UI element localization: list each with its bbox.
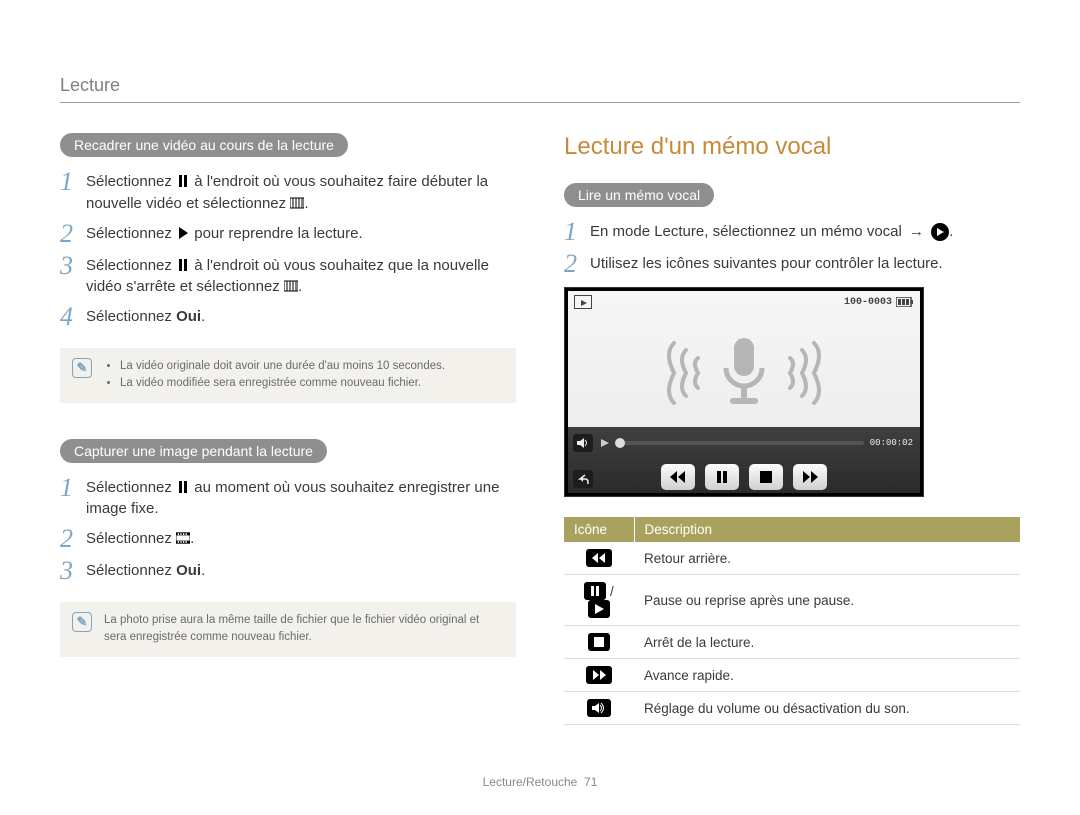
- step-text: Sélectionnez à l'endroit où vous souhait…: [86, 255, 516, 299]
- play-icon: [176, 226, 190, 240]
- device-screenshot: 100-0003: [564, 287, 924, 497]
- step-text: Sélectionnez pour reprendre la lecture.: [86, 223, 516, 245]
- table-row: Réglage du volume ou désactivation du so…: [564, 692, 1020, 725]
- list-item: 1 Sélectionnez à l'endroit où vous souha…: [60, 171, 516, 215]
- list-item: 1 En mode Lecture, sélectionnez un mémo …: [564, 221, 1020, 245]
- table-header-icon: Icône: [564, 517, 634, 542]
- play-icon: [595, 604, 604, 614]
- pause-icon: [176, 258, 190, 272]
- forward-icon: [591, 670, 607, 680]
- step-number: 4: [60, 304, 86, 330]
- step-text: Sélectionnez Oui.: [86, 560, 516, 582]
- section-pill-play-memo: Lire un mémo vocal: [564, 183, 714, 207]
- note-icon: ✎: [72, 358, 92, 378]
- volume-button[interactable]: [573, 434, 593, 452]
- progress-bar[interactable]: 00:00:02: [601, 438, 913, 448]
- note-item: La vidéo modifiée sera enregistrée comme…: [120, 375, 445, 392]
- stop-icon: [594, 637, 604, 647]
- right-column: Lecture d'un mémo vocal Lire un mémo voc…: [564, 133, 1020, 725]
- cut-icon: [290, 196, 304, 210]
- note-text: La photo prise aura la même taille de fi…: [104, 612, 504, 647]
- step-text: En mode Lecture, sélectionnez un mémo vo…: [590, 221, 1020, 243]
- speaker-icon: [592, 702, 606, 714]
- rewind-icon: [591, 553, 607, 563]
- table-row: Arrêt de la lecture.: [564, 626, 1020, 659]
- capture-frame-icon: [176, 531, 190, 545]
- icon-description-table: Icône Description Retour arrière. / Paus…: [564, 517, 1020, 725]
- table-header-desc: Description: [634, 517, 1020, 542]
- microphone-waves-icon: [634, 328, 854, 418]
- step-number: 1: [564, 219, 590, 245]
- cut-icon: [284, 279, 298, 293]
- trim-steps: 1 Sélectionnez à l'endroit où vous souha…: [60, 171, 516, 330]
- table-row: / Pause ou reprise après une pause.: [564, 575, 1020, 626]
- section-title: Lecture d'un mémo vocal: [564, 133, 1020, 161]
- left-column: Recadrer une vidéo au cours de la lectur…: [60, 133, 516, 725]
- table-row: Retour arrière.: [564, 542, 1020, 575]
- pause-icon: [716, 471, 728, 483]
- list-item: 4 Sélectionnez Oui.: [60, 306, 516, 330]
- table-cell: Pause ou reprise après une pause.: [634, 575, 1020, 626]
- play-circle-icon: [936, 228, 944, 236]
- capture-steps: 1 Sélectionnez au moment où vous souhait…: [60, 477, 516, 585]
- step-number: 3: [60, 253, 86, 279]
- battery-icon: [896, 297, 914, 307]
- step-text: Sélectionnez .: [86, 528, 516, 550]
- table-cell: Arrêt de la lecture.: [634, 626, 1020, 659]
- step-number: 2: [60, 526, 86, 552]
- table-cell: Retour arrière.: [634, 542, 1020, 575]
- speaker-icon: [577, 437, 589, 449]
- note-box: ✎ La photo prise aura la même taille de …: [60, 602, 516, 657]
- list-item: 3 Sélectionnez Oui.: [60, 560, 516, 584]
- list-item: 3 Sélectionnez à l'endroit où vous souha…: [60, 255, 516, 299]
- step-text: Sélectionnez au moment où vous souhaitez…: [86, 477, 516, 521]
- memo-steps: 1 En mode Lecture, sélectionnez un mémo …: [564, 221, 1020, 277]
- forward-icon: [801, 471, 819, 483]
- play-small-icon: [601, 439, 609, 447]
- step-number: 1: [60, 475, 86, 501]
- page-header: Lecture: [60, 75, 1020, 103]
- list-item: 2 Utilisez les icônes suivantes pour con…: [564, 253, 1020, 277]
- rewind-button[interactable]: [661, 464, 695, 490]
- step-text: Sélectionnez Oui.: [86, 306, 516, 328]
- elapsed-time: 00:00:02: [870, 438, 913, 448]
- list-item: 2 Sélectionnez .: [60, 528, 516, 552]
- playback-mode-icon: [574, 295, 592, 309]
- table-cell: Réglage du volume ou désactivation du so…: [634, 692, 1020, 725]
- stop-icon: [760, 471, 772, 483]
- section-pill-capture: Capturer une image pendant la lecture: [60, 439, 327, 463]
- step-number: 2: [60, 221, 86, 247]
- step-text: Sélectionnez à l'endroit où vous souhait…: [86, 171, 516, 215]
- pause-icon: [176, 174, 190, 188]
- list-item: 1 Sélectionnez au moment où vous souhait…: [60, 477, 516, 521]
- list-item: 2 Sélectionnez pour reprendre la lecture…: [60, 223, 516, 247]
- step-number: 2: [564, 251, 590, 277]
- note-icon: ✎: [72, 612, 92, 632]
- forward-button[interactable]: [793, 464, 827, 490]
- pause-button[interactable]: [705, 464, 739, 490]
- file-counter: 100-0003: [844, 297, 892, 308]
- table-cell: Avance rapide.: [634, 659, 1020, 692]
- step-number: 1: [60, 169, 86, 195]
- note-item: La vidéo originale doit avoir une durée …: [120, 358, 445, 375]
- stop-button[interactable]: [749, 464, 783, 490]
- table-row: Avance rapide.: [564, 659, 1020, 692]
- rewind-icon: [669, 471, 687, 483]
- section-pill-trim: Recadrer une vidéo au cours de la lectur…: [60, 133, 348, 157]
- step-number: 3: [60, 558, 86, 584]
- pause-icon: [176, 480, 190, 494]
- step-text: Utilisez les icônes suivantes pour contr…: [590, 253, 1020, 275]
- page-footer: Lecture/Retouche 71: [0, 775, 1080, 789]
- note-box: ✎ La vidéo originale doit avoir une duré…: [60, 348, 516, 403]
- pause-icon: [590, 586, 600, 596]
